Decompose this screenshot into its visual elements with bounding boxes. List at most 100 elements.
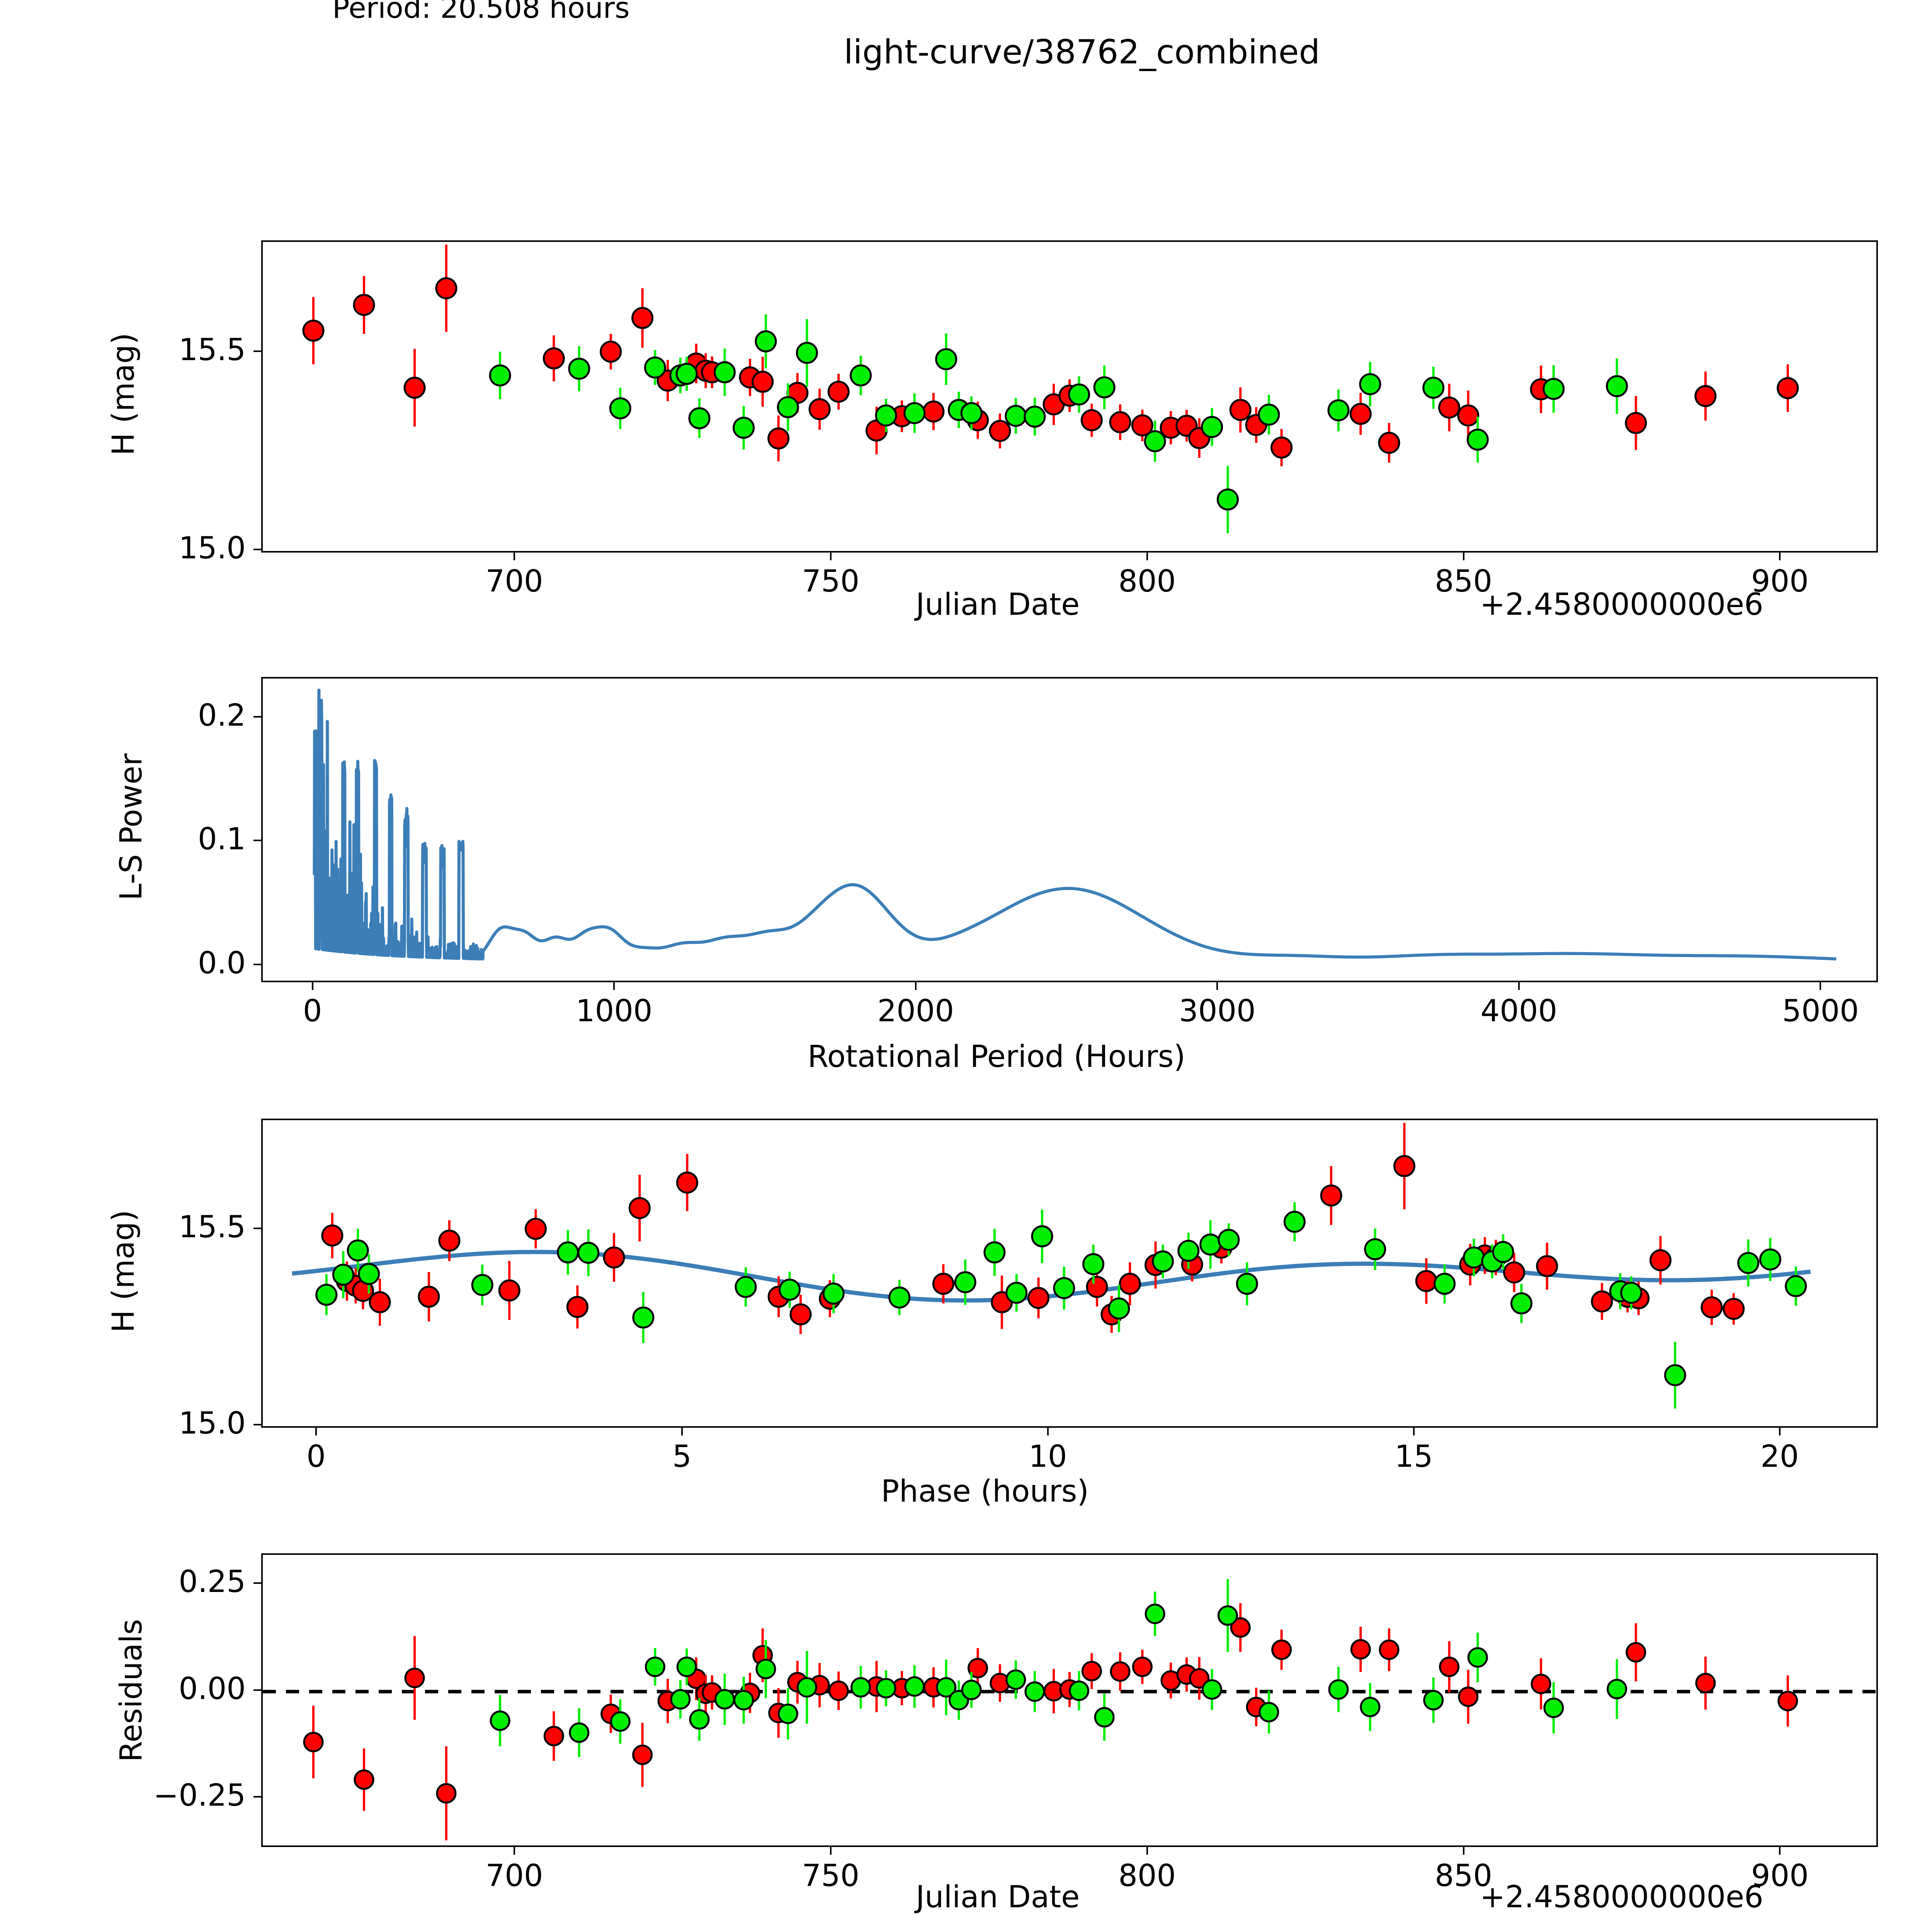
x-tick-mark [1216,982,1218,990]
data-point [1423,1690,1444,1711]
data-point [354,1769,374,1790]
data-point [755,330,777,352]
data-point [1005,1669,1026,1690]
data-point [1422,376,1445,399]
data-point [557,1241,579,1264]
y-tick-mark [253,840,261,842]
phasefold-y-axis-label: H (mag) [106,1210,141,1333]
data-point [1201,416,1223,438]
data-point [1080,409,1103,432]
x-tick-label: 0 [303,994,322,1029]
data-point [568,357,590,380]
data-point [1119,1272,1141,1295]
x-tick-label: 15 [1395,1439,1433,1474]
panel-periodogram [261,677,1878,982]
data-point [1359,373,1381,395]
data-point [850,364,872,387]
y-tick-label: 0.0 [197,946,246,981]
data-point [789,1303,812,1326]
data-point [827,381,850,403]
data-point [968,1658,988,1679]
data-point [888,1286,911,1309]
lightcurve-x-offset-text: +2.4580000000e6 [1480,587,1764,622]
data-point [418,1286,440,1308]
data-point [315,1284,338,1306]
data-point [875,404,897,427]
period-annotation: Period: 20.508 hours [332,0,630,25]
x-tick-mark [613,982,615,990]
data-point [632,1306,655,1329]
y-tick-label: 0.1 [197,822,246,857]
data-point [1328,1679,1349,1700]
data-point [1510,1292,1532,1315]
data-point [1349,403,1372,425]
x-tick-label: 900 [1751,1859,1809,1893]
x-tick-mark [514,1847,515,1855]
data-point [755,1658,776,1679]
data-point [566,1296,588,1318]
x-tick-mark [1779,553,1781,560]
data-point [1649,1249,1672,1271]
data-point [1109,411,1131,434]
data-point [1364,1238,1386,1260]
data-point [1236,1272,1258,1295]
data-point [1492,1241,1514,1263]
residuals-x-axis-label: Julian Date [916,1880,1080,1915]
data-point [1151,1250,1174,1273]
data-point [1108,1297,1130,1320]
x-tick-mark [1146,1847,1148,1855]
phasefold-plot-area [292,1123,1811,1409]
data-point [1144,430,1166,452]
data-point [1439,1656,1460,1677]
page-title: light-curve/38762_combined [844,33,1320,71]
x-tick-mark [681,1428,683,1435]
data-point [404,1667,425,1688]
data-point [1378,432,1400,454]
data-point [1271,1639,1292,1660]
panel-residuals [261,1553,1878,1847]
phasefold-x-axis-label: Phase (hours) [881,1474,1089,1509]
data-point [1626,1642,1646,1663]
data-point [353,294,375,316]
x-tick-label: 850 [1435,564,1492,599]
data-point [903,402,926,424]
data-point [1093,376,1116,398]
data-point [1031,1225,1053,1248]
data-point [1466,429,1489,451]
x-tick-label: 700 [485,1859,543,1893]
lightcurve-plot-area [302,245,1799,533]
data-point [435,277,457,299]
x-tick-mark [1047,1428,1049,1435]
x-tick-mark [1779,1847,1781,1855]
x-tick-mark [311,982,313,990]
data-point [1503,1261,1526,1284]
y-tick-mark [253,963,261,965]
data-point [733,417,755,439]
data-point [543,1726,564,1747]
y-tick-label: 15.0 [179,1406,246,1441]
data-point [1177,1240,1200,1262]
data-point [1543,378,1565,400]
data-point [645,1656,665,1677]
data-point [767,427,790,450]
data-point [1360,1697,1381,1718]
data-point [403,376,426,399]
x-tick-mark [1463,553,1464,560]
x-tick-mark [1146,553,1148,560]
data-point [303,1731,324,1752]
data-point [1350,1639,1371,1660]
data-point [960,402,983,424]
y-tick-mark [253,1228,261,1230]
data-point [1543,1697,1564,1718]
x-tick-label: 10 [1029,1439,1067,1474]
data-point [932,1272,954,1295]
data-point [644,356,666,379]
panel-phasefold [261,1119,1878,1428]
data-point [1606,375,1628,397]
x-tick-mark [514,553,515,560]
data-point [631,307,654,329]
data-point [489,364,511,387]
y-tick-label: 0.2 [197,698,246,733]
x-tick-label: 800 [1118,1859,1176,1893]
